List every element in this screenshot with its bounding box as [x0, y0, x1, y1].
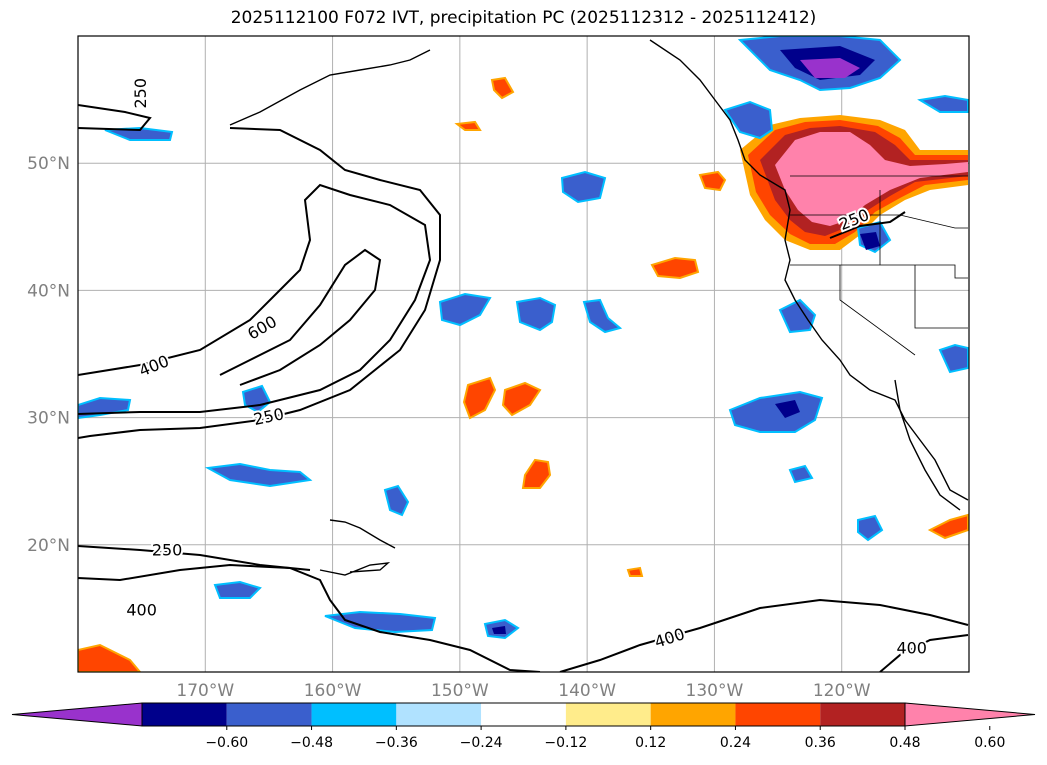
contour-label: 250: [152, 541, 183, 560]
colorbar-segment: [820, 703, 905, 726]
precip-positive-blob: [927, 513, 969, 540]
contour-label: 400: [652, 624, 687, 652]
precip-negative-blob: [104, 126, 174, 141]
ivt-contour-400: [559, 598, 969, 672]
colorbar-label: 0.36: [805, 735, 836, 751]
colorbar-segment: [481, 703, 566, 726]
ivt-contour-400: [879, 634, 969, 672]
axis-labels: 50°N 40°N 30°N 20°N 170°W 160°W 150°W 140°W 130°…: [27, 154, 871, 701]
precip-negative-blob: [560, 170, 607, 204]
colorbar-extend-high: [904, 702, 1036, 727]
colorbar-label: −0.24: [460, 735, 503, 751]
lat-tick-label: 50°N: [27, 154, 70, 174]
coastlines: [229, 39, 969, 576]
precip-strong-negative: [860, 232, 880, 250]
island-outline: [319, 562, 391, 576]
colorbar-label: 0.60: [974, 735, 1005, 751]
precip-positive-region: [775, 132, 968, 226]
ivt-contours: [78, 104, 969, 672]
colorbar-segment: [650, 703, 736, 726]
ivt-contour-400: [78, 183, 432, 415]
colorbar: −0.60 −0.48 −0.36 −0.24 −0.12 0.12 0.24 0.36 0.4…: [11, 702, 1036, 751]
hawaiian-islands: [329, 519, 396, 549]
colorbar-label: 0.12: [635, 735, 666, 751]
map-frame: [77, 35, 970, 673]
precip-strong-negative: [775, 400, 800, 418]
contour-label: 400: [896, 639, 927, 658]
state-border: [914, 265, 968, 329]
precip-positive-blob: [521, 458, 552, 489]
precip-negative-blob: [938, 343, 969, 374]
precip-positive-blob: [490, 76, 515, 100]
precip-negative-blob: [728, 390, 824, 433]
colorbar-segment: [226, 703, 312, 726]
precip-strong-negative: [492, 626, 506, 634]
precip-positive-blob: [78, 643, 142, 672]
precip-positive-blob: [501, 381, 542, 417]
state-border: [790, 264, 968, 279]
precip-negative-blob: [204, 462, 313, 488]
colorbar-segment: [142, 703, 227, 726]
colorbar-extend-low: [11, 702, 143, 727]
lon-tick-label: 160°W: [304, 681, 362, 701]
colorbar-frame: [141, 702, 906, 727]
precip-positive-blob: [698, 170, 727, 192]
precip-negative-blob: [788, 464, 814, 484]
state-border: [839, 265, 916, 356]
colorbar-segment: [396, 703, 482, 726]
lon-tick-label: 130°W: [686, 681, 744, 701]
precip-negative-blob: [324, 610, 437, 634]
state-borders: [790, 175, 968, 356]
colorbar-segment: [565, 703, 651, 726]
lat-tick-label: 20°N: [27, 536, 70, 556]
map-title: 2025112100 F072 IVT, precipitation PC (2…: [230, 8, 817, 28]
precip-negative-blob: [917, 94, 969, 113]
lat-tick-label: 40°N: [27, 281, 70, 301]
colorbar-label: 0.48: [889, 735, 920, 751]
state-border: [790, 214, 968, 229]
colorbar-label: −0.60: [205, 735, 248, 751]
precip-negative-blob: [78, 396, 132, 420]
colorbar-segment: [311, 703, 397, 726]
colorbar-label: 0.24: [720, 735, 751, 751]
ivt-contour-400: [78, 563, 541, 672]
lon-tick-label: 120°W: [813, 681, 871, 701]
precip-negative-blob: [438, 292, 492, 327]
contour-label: 400: [126, 600, 157, 619]
lon-tick-label: 140°W: [558, 681, 616, 701]
precip-positive-blob: [626, 566, 644, 577]
precip-negative-blob: [582, 298, 623, 334]
precip-positive-blob: [462, 376, 497, 420]
ivt-contour-250: [78, 104, 152, 132]
lon-tick-label: 150°W: [431, 681, 489, 701]
precip-negative-blob: [213, 580, 262, 599]
colorbar-label: −0.48: [290, 735, 333, 751]
precip-negative-blob: [515, 296, 557, 332]
precip-negative-blob: [723, 100, 774, 140]
contour-label: 400: [136, 351, 171, 380]
ivt-contour-250: [829, 211, 906, 239]
ivt-contour-250: [78, 127, 441, 439]
colorbar-label: −0.12: [544, 735, 587, 751]
baja-peninsula: [894, 379, 961, 511]
precip-positive-blob: [650, 256, 700, 280]
colorbar-segment: [735, 703, 821, 726]
precip-extreme-negative: [800, 58, 860, 78]
precipitation-fields: [78, 36, 969, 672]
colorbar-label: −0.36: [375, 735, 418, 751]
precip-negative-blob: [857, 514, 884, 542]
north-america-coast: [649, 39, 969, 501]
graticule: [78, 36, 969, 672]
aleutian-islands: [229, 49, 431, 126]
contour-label: 600: [244, 312, 280, 344]
lat-tick-label: 30°N: [27, 409, 70, 429]
precip-positive-blob: [454, 120, 482, 131]
lon-tick-label: 170°W: [176, 681, 234, 701]
precip-negative-blob: [383, 484, 410, 517]
contour-label: 250: [131, 78, 150, 109]
ivt-contour-600: [219, 248, 382, 386]
